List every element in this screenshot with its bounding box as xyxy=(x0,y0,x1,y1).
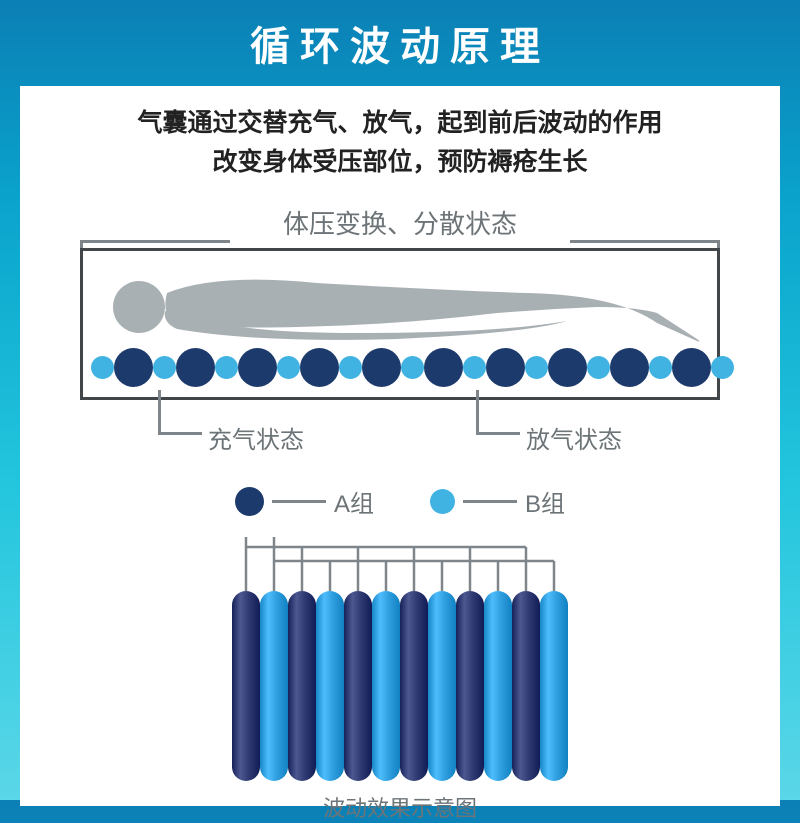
cell-deflated-icon xyxy=(587,356,610,379)
cell-inflated-icon xyxy=(548,348,587,387)
callouts: 充气状态 放气状态 xyxy=(80,402,720,482)
cell-deflated-icon xyxy=(401,356,424,379)
cell-inflated-icon xyxy=(114,348,153,387)
cell-deflated-icon xyxy=(215,356,238,379)
legend-dash xyxy=(272,500,326,503)
cell-inflated-icon xyxy=(610,348,649,387)
cell-deflated-icon xyxy=(463,356,486,379)
tube-icon xyxy=(316,591,344,781)
tube-icon xyxy=(400,591,428,781)
cell-inflated-icon xyxy=(362,348,401,387)
page-title: 循环波动原理 xyxy=(0,14,800,72)
desc-line-1: 气囊通过交替充气、放气，起到前后波动的作用 xyxy=(40,104,760,143)
tube-icon xyxy=(428,591,456,781)
legend-dot-icon xyxy=(430,489,455,514)
cell-inflated-icon xyxy=(238,348,277,387)
cell-inflated-icon xyxy=(486,348,525,387)
header: 循环波动原理 xyxy=(0,0,800,82)
tube-icon xyxy=(484,591,512,781)
description: 气囊通过交替充气、放气，起到前后波动的作用 改变身体受压部位，预防褥疮生长 xyxy=(40,104,760,182)
tube-icon xyxy=(456,591,484,781)
tube-icon xyxy=(540,591,568,781)
tube-diagram: 波动效果示意图 xyxy=(230,537,570,823)
legend-dot-icon xyxy=(235,487,264,516)
cell-deflated-icon xyxy=(525,356,548,379)
legend-item: A组 xyxy=(235,484,374,519)
cell-deflated-icon xyxy=(277,356,300,379)
pressure-diagram: 体压变换、分散状态 充气状态 放气状态 A组 B组 xyxy=(80,204,720,519)
body-box xyxy=(80,248,720,400)
tube-icon xyxy=(372,591,400,781)
content-panel: 气囊通过交替充气、放气，起到前后波动的作用 改变身体受压部位，预防褥疮生长 体压… xyxy=(20,86,780,806)
tube-icon xyxy=(232,591,260,781)
legend-dash xyxy=(463,500,517,503)
callout-inflate: 充气状态 xyxy=(208,420,304,455)
air-cell-row xyxy=(91,348,709,387)
cell-deflated-icon xyxy=(711,356,734,379)
cell-deflated-icon xyxy=(153,356,176,379)
tube-label: 波动效果示意图 xyxy=(230,791,570,823)
tube-icon xyxy=(260,591,288,781)
tube-icon xyxy=(288,591,316,781)
cell-deflated-icon xyxy=(339,356,362,379)
top-bracket-label: 体压变换、分散状态 xyxy=(235,204,565,241)
cell-inflated-icon xyxy=(176,348,215,387)
top-bracket: 体压变换、分散状态 xyxy=(80,204,720,248)
tube-icon xyxy=(344,591,372,781)
person-icon xyxy=(97,263,717,343)
callout-deflate: 放气状态 xyxy=(526,420,622,455)
legend-label: B组 xyxy=(525,484,565,519)
manifold xyxy=(230,537,570,591)
desc-line-2: 改变身体受压部位，预防褥疮生长 xyxy=(40,143,760,182)
tube-row xyxy=(230,591,570,781)
legend: A组 B组 xyxy=(80,484,720,519)
cell-deflated-icon xyxy=(649,356,672,379)
cell-deflated-icon xyxy=(91,356,114,379)
legend-item: B组 xyxy=(430,484,565,519)
cell-inflated-icon xyxy=(672,348,711,387)
legend-label: A组 xyxy=(334,484,374,519)
cell-inflated-icon xyxy=(424,348,463,387)
cell-inflated-icon xyxy=(300,348,339,387)
tube-icon xyxy=(512,591,540,781)
